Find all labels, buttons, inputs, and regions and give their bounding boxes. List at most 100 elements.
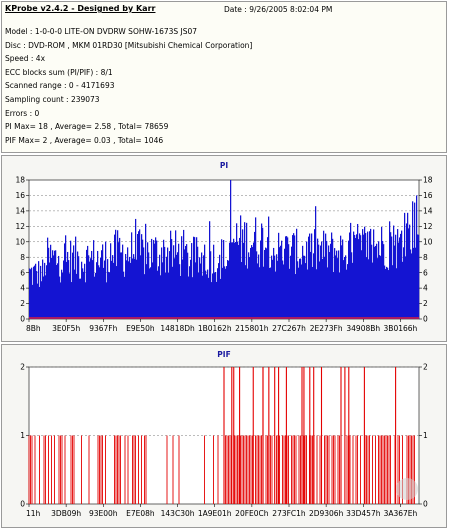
pi-bar: [295, 274, 297, 319]
pi-bar: [323, 230, 325, 319]
pi-bar: [260, 240, 262, 319]
pi-bar: [52, 250, 54, 319]
pi-bar: [238, 245, 240, 319]
pi-bar: [417, 234, 419, 319]
pi-bar: [50, 244, 52, 319]
pi-bar: [165, 272, 167, 319]
pi-bar: [161, 247, 163, 319]
x-tick-label: 9367Fh: [89, 324, 117, 333]
pi-bar: [338, 250, 340, 319]
pi-bar: [317, 238, 319, 319]
pi-bar: [345, 255, 347, 319]
pi-bar: [149, 268, 151, 319]
pi-bar: [183, 229, 185, 319]
pi-bar: [197, 246, 199, 319]
pi-bar: [124, 276, 126, 319]
pi-bar: [307, 269, 309, 319]
pi-bar: [134, 258, 136, 319]
x-tick-label: 2E273Fh: [310, 324, 343, 333]
pi-bar: [35, 263, 37, 319]
pi-bar: [178, 243, 180, 319]
pi-bar: [321, 241, 323, 319]
y-tick-label-left: 2: [20, 363, 25, 372]
y-tick-label-right: 0: [423, 500, 428, 509]
pi-bar: [251, 245, 253, 319]
pi-bar: [32, 284, 34, 319]
pi-bar: [102, 244, 104, 319]
pi-bar: [113, 262, 115, 319]
pi-bar: [314, 229, 316, 319]
pi-bar: [303, 255, 305, 319]
x-tick-label: E9E50h: [126, 324, 155, 333]
pi-bar: [58, 255, 60, 319]
pi-bar: [372, 262, 374, 319]
pi-bar: [77, 251, 79, 319]
pi-bar: [147, 242, 149, 319]
pi-bar: [186, 244, 188, 319]
pi-bar: [283, 264, 285, 319]
pi-bar: [225, 268, 227, 319]
pi-bar: [139, 229, 141, 319]
pi-bar: [287, 237, 289, 319]
pi-bar: [98, 265, 100, 319]
pi-bar: [368, 259, 370, 319]
pi-bar: [351, 252, 353, 319]
pi-bar: [399, 237, 401, 319]
pi-bar: [114, 234, 116, 319]
pi-bar: [412, 201, 414, 319]
pif-bars: [28, 367, 415, 504]
pi-bar: [199, 257, 201, 319]
pi-bar: [68, 260, 70, 319]
pi-bar: [179, 264, 181, 319]
pi-bar: [140, 255, 142, 319]
pif-chart-panel: PIF 0 0 1 1 2 2 11h 3DB09h 93E00h E7E08h 143C30h 1A9…: [1, 344, 447, 528]
pi-bar: [219, 254, 221, 319]
watermark-icon: [396, 478, 418, 500]
pi-bar: [125, 253, 127, 319]
pi-bar: [79, 278, 81, 319]
pi-bar: [252, 247, 254, 319]
pi-bar: [216, 281, 218, 319]
pi-bar: [195, 262, 197, 319]
pi-bar: [36, 271, 38, 319]
pi-chart: PI 0 0 2 2 4 4 6 6 8 8 10 10 12 12 14 14 16 16 18 18 8Bh 3E0F5…: [15, 161, 432, 333]
y-tick-label-right: 2: [423, 299, 428, 308]
pi-bar: [145, 223, 147, 319]
pi-bar: [74, 269, 76, 319]
pi-bar: [306, 241, 308, 319]
pi-bar: [193, 236, 195, 319]
pi-bar: [104, 260, 106, 319]
pi-bar: [187, 252, 189, 319]
pi-bar: [108, 271, 110, 319]
pi-bar: [59, 276, 61, 319]
pi-bar: [302, 245, 304, 319]
pi-bar: [75, 236, 77, 319]
y-tick-label-right: 4: [423, 284, 428, 293]
pi-bar: [43, 276, 45, 319]
scan-speed: Speed : 4x: [5, 54, 46, 64]
pi-bar: [395, 234, 397, 319]
pi-bars: [29, 180, 420, 319]
pi-bar: [268, 216, 270, 319]
pi-bar: [243, 242, 245, 319]
pi-bar: [87, 245, 89, 319]
pi-bar: [234, 242, 236, 319]
pi-bar: [326, 240, 328, 319]
pi-bar: [366, 257, 368, 319]
pi-bar: [340, 235, 342, 319]
pi-bar: [273, 247, 275, 319]
pi-bar: [414, 202, 416, 319]
pi-bar: [278, 232, 280, 319]
pi-bar: [411, 253, 413, 319]
pi-bar: [265, 247, 267, 319]
y-tick-label-left: 18: [15, 176, 25, 185]
pi-bar: [55, 250, 57, 319]
pi-bar: [144, 274, 146, 319]
pi-bar: [84, 263, 86, 319]
pi-bar: [325, 233, 327, 319]
pif-summary: PIF Max= 2 , Average= 0.03 , Total= 1046: [5, 135, 164, 145]
pi-bar: [337, 258, 339, 319]
pi-bar: [328, 245, 330, 319]
pi-bar: [332, 238, 334, 319]
pi-bar: [47, 237, 49, 319]
